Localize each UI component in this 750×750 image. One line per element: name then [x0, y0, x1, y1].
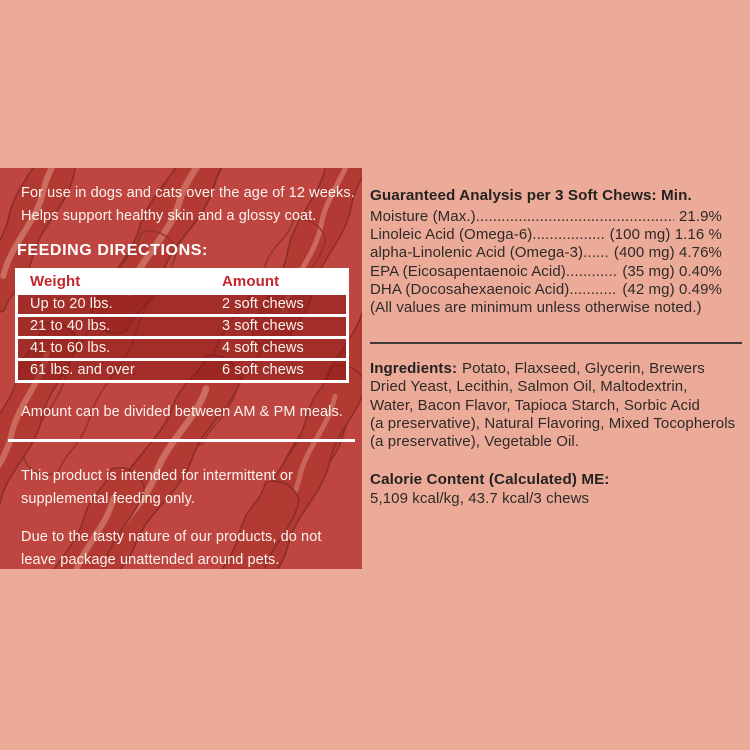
- ga-nutrient-value: (400 mg) 4.76%: [613, 244, 722, 262]
- ga-nutrient-value: 21.9%: [678, 208, 722, 225]
- dot-leader: [566, 263, 617, 281]
- ga-nutrient-label: Linoleic Acid (Omega-6): [370, 226, 533, 244]
- ingredients-label: Ingredients:: [370, 360, 458, 378]
- ga-nutrient-label: Moisture (Max.): [370, 208, 476, 225]
- table-row: 61 lbs. and over 6 soft chews: [18, 358, 346, 380]
- amount-cell: 4 soft chews: [222, 340, 304, 356]
- ga-row: Moisture (Max.) 21.9%: [370, 208, 722, 226]
- feeding-table: Weight Amount Up to 20 lbs. 2 soft chews…: [15, 268, 349, 383]
- ga-row: alpha-Linolenic Acid (Omega-3) (400 mg) …: [370, 244, 722, 262]
- ga-row: DHA (Docosahexaenoic Acid) (42 mg) 0.49%: [370, 281, 722, 299]
- weight-cell: 21 to 40 lbs.: [30, 318, 111, 334]
- weight-cell: Up to 20 lbs.: [30, 296, 113, 312]
- feeding-panel-content: For use in dogs and cats over the age of…: [0, 168, 362, 569]
- divide-note: Amount can be divided between AM & PM me…: [21, 404, 343, 420]
- table-row: Up to 20 lbs. 2 soft chews: [18, 292, 346, 314]
- table-row: 41 to 60 lbs. 4 soft chews: [18, 336, 346, 358]
- ingredients-line: Dried Yeast, Lecithin, Salmon Oil, Malto…: [370, 378, 688, 396]
- table-row: 21 to 40 lbs. 3 soft chews: [18, 314, 346, 336]
- guaranteed-analysis-rows: Moisture (Max.) 21.9% Linoleic Acid (Ome…: [370, 208, 722, 299]
- feeding-panel: For use in dogs and cats over the age of…: [0, 168, 362, 569]
- amount-cell: 2 soft chews: [222, 296, 304, 312]
- note-line: leave package unattended around pets.: [21, 552, 280, 568]
- calorie-content-value: 5,109 kcal/kg, 43.7 kcal/3 chews: [370, 490, 590, 508]
- intro-line: For use in dogs and cats over the age of…: [21, 185, 355, 201]
- intro-text: For use in dogs and cats over the age of…: [21, 182, 355, 228]
- calorie-content-title: Calorie Content (Calculated) ME:: [370, 471, 610, 489]
- ga-nutrient-label: EPA (Eicosapentaenoic Acid): [370, 262, 566, 280]
- amount-cell: 6 soft chews: [222, 362, 304, 378]
- ingredients-line: Water, Bacon Flavor, Tapioca Starch, Sor…: [370, 396, 700, 414]
- ingredients-line: Ingredients: Potato, Flaxseed, Glycerin, …: [370, 360, 742, 378]
- ingredients-text: Potato, Flaxseed, Glycerin, Brewers: [462, 360, 705, 378]
- ga-row: EPA (Eicosapentaenoic Acid) (35 mg) 0.40…: [370, 263, 722, 281]
- note-line: Due to the tasty nature of our products,…: [21, 529, 322, 545]
- divider-line: [370, 342, 742, 345]
- dot-leader: [532, 226, 604, 244]
- note-line: This product is intended for intermitten…: [21, 468, 293, 484]
- ga-nutrient-value: (42 mg) 0.49%: [622, 280, 722, 298]
- weight-cell: 61 lbs. and over: [30, 362, 135, 378]
- note-line: supplemental feeding only.: [21, 491, 196, 507]
- ingredients-block: Ingredients: Potato, Flaxseed, Glycerin, …: [370, 360, 742, 451]
- analysis-panel: Guaranteed Analysis per 3 Soft Chews: Mi…: [370, 180, 742, 508]
- ga-row: Linoleic Acid (Omega-6) (100 mg) 1.16 %: [370, 226, 722, 244]
- guaranteed-analysis-title: Guaranteed Analysis per 3 Soft Chews: Mi…: [370, 187, 692, 204]
- ga-nutrient-value: (100 mg) 1.16 %: [609, 226, 722, 244]
- ga-minimum-note: (All values are minimum unless otherwise…: [370, 299, 702, 317]
- amount-column-header: Amount: [222, 273, 280, 290]
- feeding-table-header: Weight Amount: [18, 271, 346, 292]
- weight-cell: 41 to 60 lbs.: [30, 340, 111, 356]
- ingredients-line: (a preservative), Natural Flavoring, Mix…: [370, 414, 736, 432]
- weight-column-header: Weight: [30, 273, 81, 290]
- ingredients-line: (a preservative), Vegetable Oil.: [370, 433, 580, 451]
- intro-line: Helps support healthy skin and a glossy …: [21, 208, 317, 224]
- dot-leader: [476, 208, 674, 226]
- amount-cell: 3 soft chews: [222, 318, 304, 334]
- dot-leader: [583, 244, 609, 262]
- ga-nutrient-value: (35 mg) 0.40%: [622, 262, 722, 280]
- ga-nutrient-label: DHA (Docosahexaenoic Acid): [370, 280, 570, 298]
- dot-leader: [569, 281, 617, 299]
- tasty-warning-note: Due to the tasty nature of our products,…: [21, 526, 349, 569]
- ga-nutrient-label: alpha-Linolenic Acid (Omega-3): [370, 244, 584, 262]
- divider-line: [8, 439, 355, 442]
- feeding-directions-title: FEEDING DIRECTIONS:: [17, 242, 208, 259]
- intermittent-feeding-note: This product is intended for intermitten…: [21, 465, 349, 511]
